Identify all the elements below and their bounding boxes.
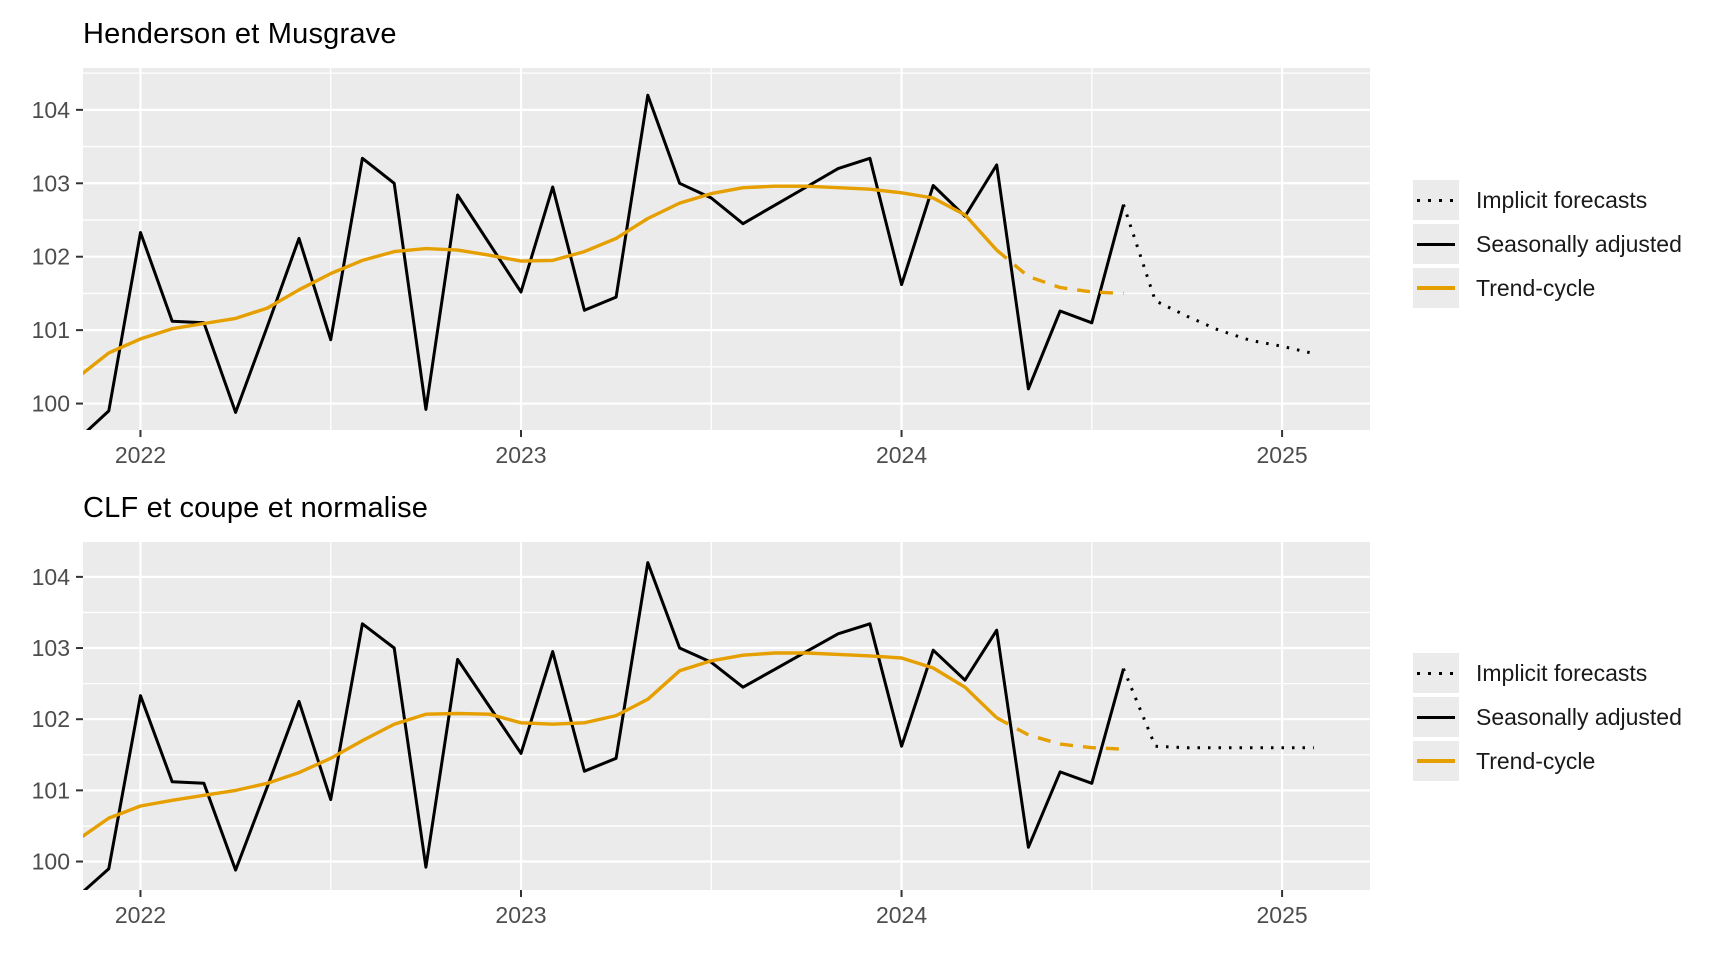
- legend-key: [1413, 697, 1459, 737]
- y-tick-label: 104: [32, 564, 71, 590]
- legend-item-implicit-forecasts: Implicit forecasts: [1413, 651, 1682, 695]
- legend-label: Implicit forecasts: [1476, 659, 1648, 686]
- legend-item-seasonally-adjusted: Seasonally adjusted: [1413, 222, 1682, 266]
- bottom-panel-title: CLF et coupe et normalise: [83, 492, 429, 524]
- solid-line-icon: [1417, 242, 1455, 246]
- dotted-line-icon: [1417, 671, 1455, 675]
- top-panel-title: Henderson et Musgrave: [83, 18, 397, 50]
- top-chart: 2022 2023 2024 2025 100 101 102 103 104: [32, 68, 1370, 468]
- y-tick-label: 103: [32, 170, 70, 196]
- solid-line-icon: [1417, 715, 1455, 719]
- legend-key: [1413, 653, 1459, 693]
- y-tick-label: 100: [32, 849, 70, 875]
- legend-key: [1413, 741, 1459, 781]
- legend-item-trend-cycle: Trend-cycle: [1413, 266, 1682, 310]
- x-tick-label: 2025: [1257, 902, 1308, 928]
- bottom-chart: 2022 2023 2024 2025 100 101 102 103 104: [32, 542, 1370, 928]
- orange-line-icon: [1417, 759, 1455, 763]
- y-tick-label: 101: [32, 317, 70, 343]
- plot-background: [83, 68, 1370, 430]
- x-tick-label: 2022: [115, 442, 166, 468]
- x-tick-label: 2025: [1257, 442, 1308, 468]
- y-tick-label: 102: [32, 244, 70, 270]
- series-dotted: [1122, 668, 1314, 750]
- legend-label: Seasonally adjusted: [1476, 703, 1682, 730]
- legend-item-seasonally-adjusted: Seasonally adjusted: [1413, 695, 1682, 739]
- plot-background: [83, 542, 1370, 890]
- legend-item-trend-cycle: Trend-cycle: [1413, 739, 1682, 783]
- legend-label: Trend-cycle: [1476, 274, 1596, 301]
- x-tick-label: 2024: [876, 902, 927, 928]
- legend-key: [1413, 224, 1459, 264]
- x-tick-label: 2023: [495, 902, 546, 928]
- legend-key: [1413, 180, 1459, 220]
- series-solid: [83, 184, 998, 376]
- x-tick-label: 2022: [115, 902, 166, 928]
- legend-label: Trend-cycle: [1476, 747, 1596, 774]
- legend-label: Implicit forecasts: [1476, 186, 1648, 213]
- x-tick-label: 2023: [495, 442, 546, 468]
- x-tick-label: 2024: [876, 442, 927, 468]
- y-tick-label: 104: [32, 97, 71, 123]
- series-dashed: [995, 248, 1124, 296]
- series-solid: [83, 651, 998, 839]
- y-tick-label: 103: [32, 635, 70, 661]
- orange-line-icon: [1417, 286, 1455, 290]
- legend-item-implicit-forecasts: Implicit forecasts: [1413, 178, 1682, 222]
- y-tick-label: 102: [32, 706, 70, 732]
- series-solid: [85, 93, 1125, 430]
- top-legend: Implicit forecasts Seasonally adjusted T…: [1413, 178, 1682, 310]
- legend-key: [1413, 268, 1459, 308]
- bottom-legend: Implicit forecasts Seasonally adjusted T…: [1413, 651, 1682, 783]
- dotted-line-icon: [1417, 198, 1455, 202]
- y-tick-label: 100: [32, 391, 70, 417]
- series-dashed: [995, 716, 1124, 751]
- y-tick-label: 101: [32, 777, 70, 803]
- legend-label: Seasonally adjusted: [1476, 230, 1682, 257]
- series-solid: [83, 561, 1125, 890]
